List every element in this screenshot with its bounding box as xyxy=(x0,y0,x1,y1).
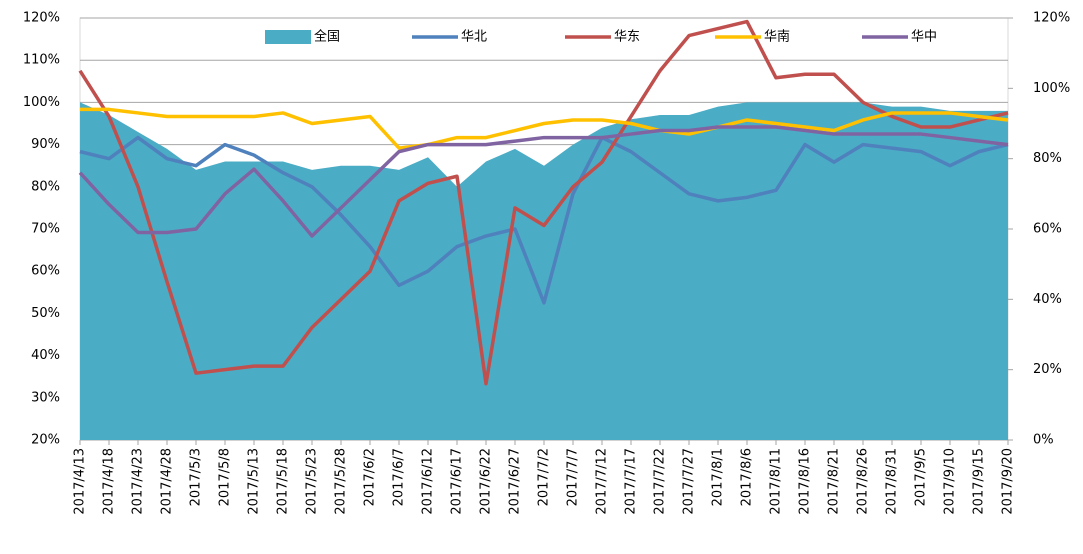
x-tick-label: 2017/7/22 xyxy=(653,448,668,515)
x-tick-label: 2017/8/11 xyxy=(769,448,784,515)
x-tick-label: 2017/5/23 xyxy=(305,448,320,515)
x-tick-label: 2017/8/21 xyxy=(827,448,842,515)
x-tick-label: 2017/8/16 xyxy=(798,448,813,515)
legend-label: 华中 xyxy=(911,30,937,45)
area xyxy=(80,102,1008,441)
x-tick-label: 2017/6/27 xyxy=(508,448,523,515)
x-tick-label: 2017/8/6 xyxy=(740,448,755,506)
y-tick-label: 70% xyxy=(31,222,60,237)
x-tick-label: 2017/9/10 xyxy=(943,448,958,515)
y2-tick-label: 40% xyxy=(1033,292,1062,307)
line xyxy=(78,19,1009,386)
x-tick-label: 2017/5/28 xyxy=(334,448,349,515)
x-tick-label: 2017/7/17 xyxy=(624,448,639,515)
x-tick-label: 2017/4/13 xyxy=(73,448,88,515)
x-tick-label: 2017/8/31 xyxy=(885,448,900,515)
legend-label: 华北 xyxy=(461,30,487,45)
legend-swatch xyxy=(265,30,311,44)
x-tick-label: 2017/8/26 xyxy=(856,448,871,515)
x-tick-label: 2017/5/13 xyxy=(247,448,262,515)
x-tick-label: 2017/6/17 xyxy=(450,448,465,515)
x-tick-label: 2017/6/22 xyxy=(479,448,494,515)
y2-tick-label: 60% xyxy=(1033,222,1062,237)
y-tick-label: 90% xyxy=(31,137,60,152)
x-tick-label: 2017/4/28 xyxy=(160,448,175,515)
x-tick-label: 2017/7/7 xyxy=(566,448,581,506)
x-tick-label: 2017/9/20 xyxy=(1001,448,1016,515)
x-tick-label: 2017/5/3 xyxy=(189,448,204,506)
x-tick-label: 2017/4/18 xyxy=(102,448,117,515)
line xyxy=(79,135,1009,305)
x-tick-label: 2017/4/23 xyxy=(131,448,146,515)
x-tick-label: 2017/7/27 xyxy=(682,448,697,515)
y2-tick-label: 100% xyxy=(1033,81,1070,96)
y2-tick-label: 0% xyxy=(1033,433,1054,448)
x-tick-label: 2017/9/15 xyxy=(972,448,987,515)
x-tick-label: 2017/8/1 xyxy=(711,448,726,506)
legend-label: 全国 xyxy=(314,29,340,45)
x-tick-label: 2017/6/12 xyxy=(421,448,436,515)
y2-tick-label: 80% xyxy=(1033,151,1062,166)
y-tick-label: 50% xyxy=(31,306,60,321)
x-tick-label: 2017/5/18 xyxy=(276,448,291,515)
legend-label: 华东 xyxy=(614,30,640,45)
x-tick-label: 2017/7/12 xyxy=(595,448,610,515)
line xyxy=(80,107,1009,150)
y-tick-label: 60% xyxy=(31,264,60,279)
x-tick-label: 2017/6/2 xyxy=(363,448,378,506)
y-tick-label: 80% xyxy=(31,179,60,194)
x-tick-label: 2017/9/5 xyxy=(914,448,929,506)
y-tick-label: 120% xyxy=(23,11,60,26)
y2-tick-label: 20% xyxy=(1033,362,1062,377)
y-tick-label: 100% xyxy=(23,95,60,110)
y-tick-label: 20% xyxy=(31,433,60,448)
y-tick-label: 110% xyxy=(23,53,60,68)
y-tick-label: 40% xyxy=(31,348,60,363)
legend-label: 华南 xyxy=(764,29,790,45)
y-tick-label: 30% xyxy=(31,390,60,405)
x-tick-label: 2017/7/2 xyxy=(537,448,552,506)
x-tick-label: 2017/5/8 xyxy=(218,448,233,506)
x-tick-label: 2017/6/7 xyxy=(392,448,407,506)
y2-tick-label: 120% xyxy=(1033,11,1070,26)
line xyxy=(78,125,1009,238)
